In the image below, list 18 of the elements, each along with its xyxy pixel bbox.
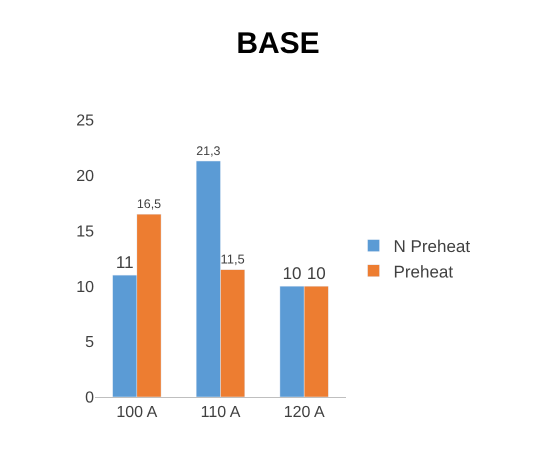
- y-tick-label: 0: [85, 390, 94, 407]
- legend-label: Preheat: [394, 262, 454, 282]
- y-tick-label: 20: [76, 168, 94, 185]
- data-label: 10: [306, 264, 326, 284]
- x-tick-label: 120 A: [284, 404, 325, 422]
- data-label: 11,5: [220, 252, 245, 267]
- data-label: 11: [116, 253, 134, 272]
- legend-label: N Preheat: [394, 237, 470, 256]
- data-label: 16,5: [136, 197, 162, 212]
- y-tick-label: 5: [85, 334, 94, 352]
- data-label: 10: [282, 264, 302, 284]
- x-tick-label: 110 A: [200, 404, 241, 422]
- data-label: 21,3: [196, 144, 221, 158]
- chart-title: BASE: [236, 26, 320, 60]
- y-tick-label: 25: [76, 112, 94, 130]
- y-tick-label: 15: [76, 223, 94, 240]
- x-tick-label: 100 A: [116, 404, 158, 422]
- y-tick-label: 10: [76, 278, 94, 296]
